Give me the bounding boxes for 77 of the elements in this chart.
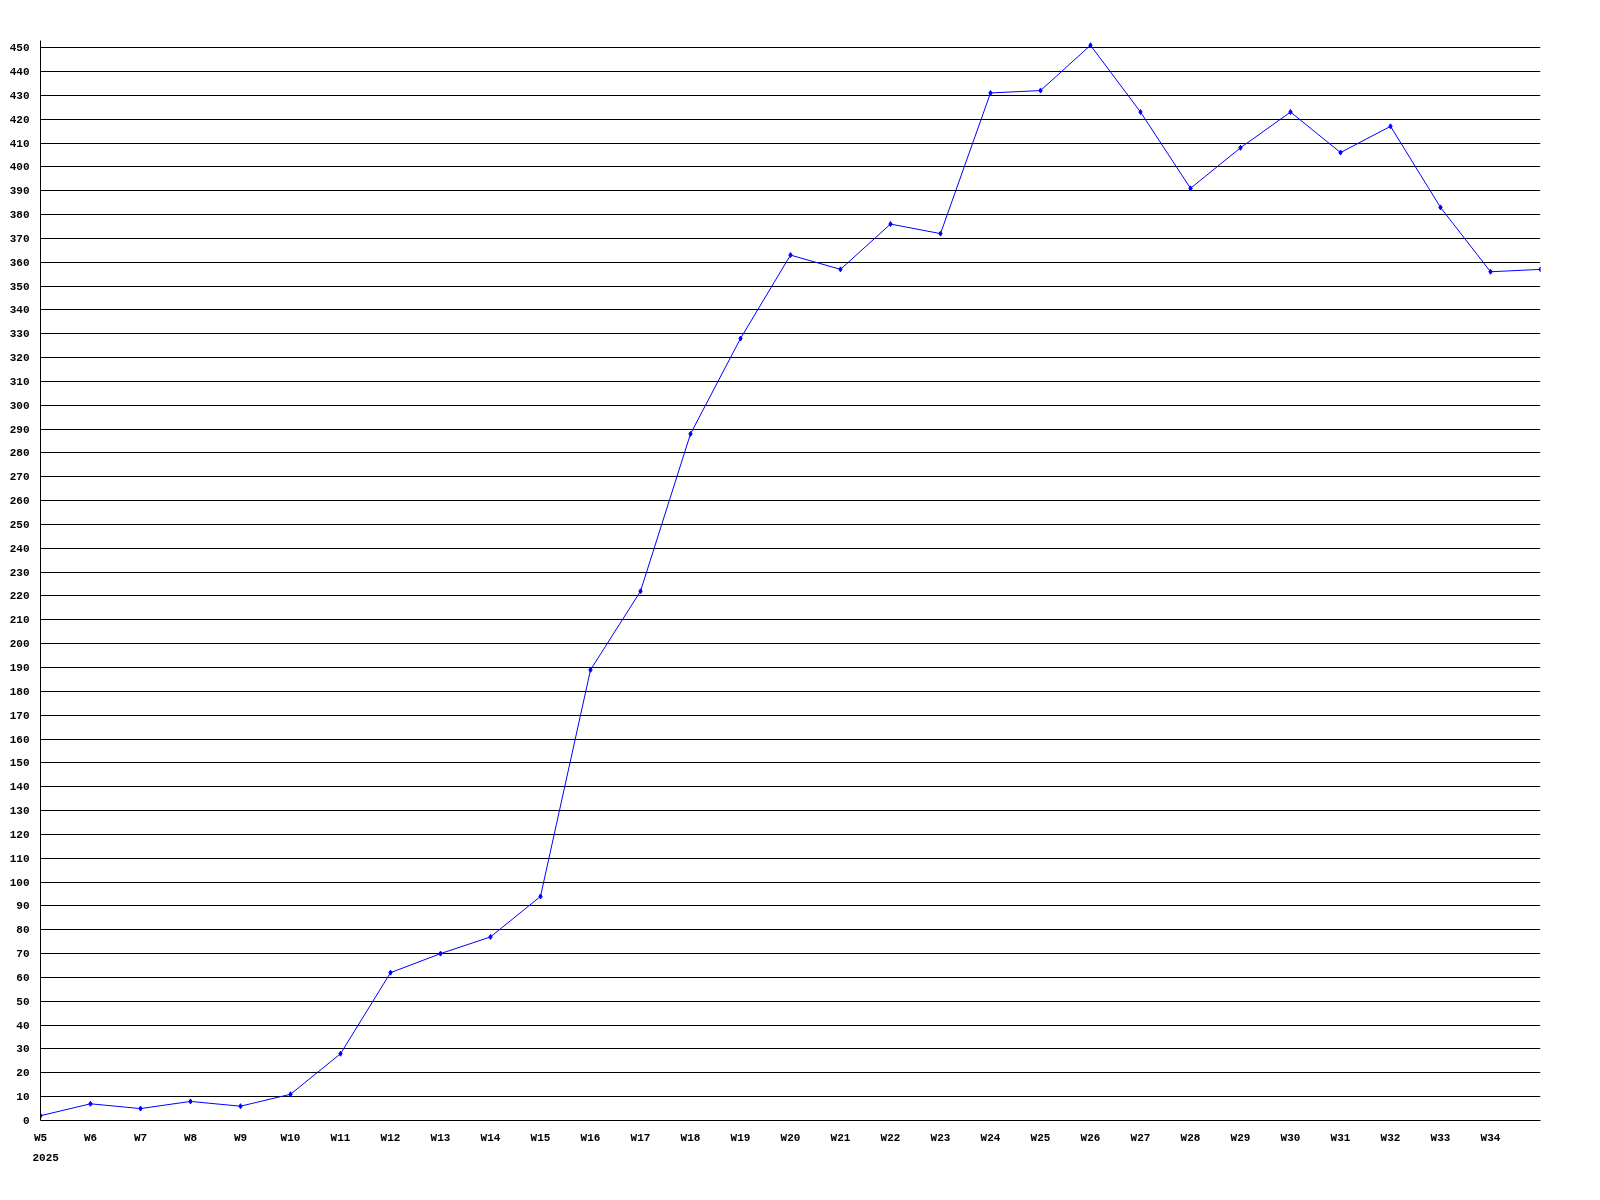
y-tick-label: 150 bbox=[9, 757, 30, 770]
x-tick-label: W24 bbox=[980, 1131, 1001, 1144]
y-tick-label: 310 bbox=[9, 375, 30, 388]
y-tick-label: 190 bbox=[9, 662, 30, 675]
x-tick-label: W8 bbox=[183, 1131, 198, 1144]
y-tick-label: 360 bbox=[9, 256, 30, 269]
y-tick-label: 380 bbox=[9, 209, 30, 222]
x-tick-label: W34 bbox=[1480, 1131, 1501, 1144]
x-tick-label: W26 bbox=[1080, 1131, 1101, 1144]
y-tick-label: 170 bbox=[9, 709, 30, 722]
x-tick-label: W7 bbox=[133, 1131, 148, 1144]
y-tick-label: 230 bbox=[9, 566, 30, 579]
x-tick-label: W20 bbox=[780, 1131, 801, 1144]
y-tick-label: 90 bbox=[16, 900, 30, 913]
x-tick-label: W32 bbox=[1380, 1131, 1401, 1144]
x-tick-label: W13 bbox=[430, 1131, 451, 1144]
y-tick-label: 160 bbox=[9, 733, 30, 746]
x-tick-label: W27 bbox=[1130, 1131, 1151, 1144]
y-tick-label: 290 bbox=[9, 423, 30, 436]
x-tick-label: W15 bbox=[530, 1131, 551, 1144]
x-tick-label: W6 bbox=[83, 1131, 98, 1144]
y-tick-label: 200 bbox=[9, 638, 30, 651]
y-tick-label: 400 bbox=[9, 161, 30, 174]
y-tick-label: 450 bbox=[9, 42, 30, 55]
y-tick-label: 280 bbox=[9, 447, 30, 460]
y-tick-label: 390 bbox=[9, 185, 30, 198]
y-tick-label: 370 bbox=[9, 232, 30, 245]
y-tick-label: 350 bbox=[9, 280, 30, 293]
x-tick-label: W30 bbox=[1280, 1131, 1301, 1144]
y-tick-label: 30 bbox=[16, 1043, 30, 1056]
y-tick-label: 50 bbox=[16, 995, 30, 1008]
y-tick-label: 410 bbox=[9, 137, 30, 150]
y-tick-label: 140 bbox=[9, 781, 30, 794]
x-tick-label: W18 bbox=[680, 1131, 701, 1144]
y-tick-label: 40 bbox=[16, 1019, 30, 1032]
y-tick-label: 340 bbox=[9, 304, 30, 317]
x-tick-label: W22 bbox=[880, 1131, 901, 1144]
y-tick-label: 210 bbox=[9, 614, 30, 627]
y-tick-label: 320 bbox=[9, 352, 30, 365]
y-tick-label: 130 bbox=[9, 805, 30, 818]
y-tick-label: 80 bbox=[16, 924, 30, 937]
y-tick-label: 330 bbox=[9, 328, 30, 341]
y-tick-label: 70 bbox=[16, 948, 30, 961]
x-tick-label: W9 bbox=[233, 1131, 248, 1144]
x-tick-label: W12 bbox=[380, 1131, 401, 1144]
y-tick-label: 0 bbox=[22, 1115, 30, 1127]
y-tick-label: 240 bbox=[9, 542, 30, 555]
x-tick-label: W33 bbox=[1430, 1131, 1451, 1144]
y-tick-label: 270 bbox=[9, 471, 30, 484]
y-tick-label: 420 bbox=[9, 113, 30, 126]
x-tick-label: W28 bbox=[1180, 1131, 1201, 1144]
y-tick-label: 20 bbox=[16, 1067, 30, 1080]
x-tick-label: W19 bbox=[730, 1131, 751, 1144]
y-tick-label: 110 bbox=[9, 852, 30, 865]
y-tick-label: 430 bbox=[9, 89, 30, 102]
y-tick-label: 100 bbox=[9, 876, 30, 889]
y-tick-label: 10 bbox=[16, 1091, 30, 1104]
x-tick-label: W23 bbox=[930, 1131, 951, 1144]
x-tick-label: W5 bbox=[33, 1131, 48, 1144]
x-tick-label: W31 bbox=[1330, 1131, 1351, 1144]
y-tick-label: 120 bbox=[9, 828, 30, 841]
x-tick-label: W21 bbox=[830, 1131, 851, 1144]
x-tick-label: W14 bbox=[480, 1131, 501, 1144]
text: 2025 bbox=[32, 1151, 60, 1164]
x-tick-label: W11 bbox=[330, 1131, 351, 1144]
x-tick-label: W17 bbox=[630, 1131, 651, 1144]
y-tick-label: 260 bbox=[9, 495, 30, 508]
y-tick-label: 300 bbox=[9, 399, 30, 412]
x-tick-label: W29 bbox=[1230, 1131, 1251, 1144]
x-tick-label: W10 bbox=[280, 1131, 301, 1144]
y-tick-label: 440 bbox=[9, 65, 30, 78]
x-tick-label: W25 bbox=[1030, 1131, 1051, 1144]
y-tick-label: 220 bbox=[9, 590, 30, 603]
x-tick-label: W16 bbox=[580, 1131, 601, 1144]
y-tick-label: 250 bbox=[9, 518, 30, 531]
y-tick-label: 60 bbox=[16, 971, 30, 984]
y-tick-label: 180 bbox=[9, 685, 30, 698]
